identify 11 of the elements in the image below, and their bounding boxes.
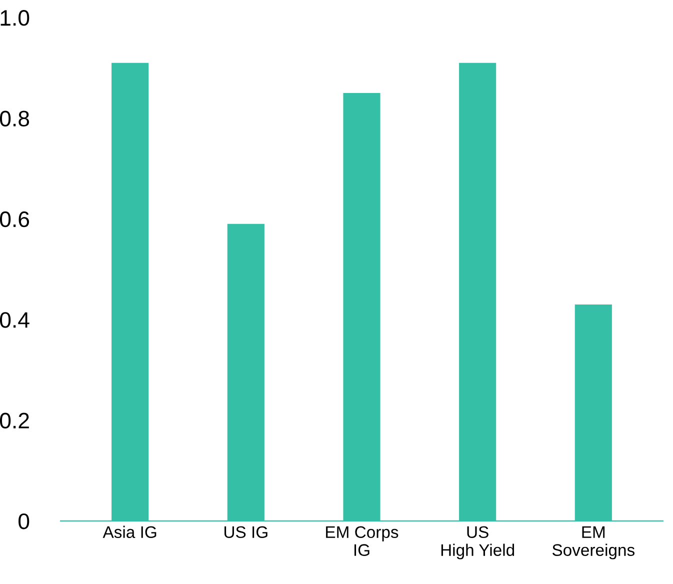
x-tick-label: EM Sovereigns: [552, 526, 634, 560]
x-tick-label: EM Corps IG: [326, 526, 398, 556]
y-tick-label: 0.8: [0, 110, 30, 126]
x-tick-label: US High Yield: [441, 526, 514, 560]
x-tick-label: Asia IG: [102, 526, 156, 538]
y-tick-label: 0.4: [0, 312, 30, 328]
y-tick-label: 0.6: [0, 211, 30, 228]
y-tick-label: 0.2: [0, 412, 29, 429]
y-tick-label: 1.0: [0, 10, 30, 26]
x-tick-label: US IG: [224, 526, 268, 538]
y-tick-label: 0: [18, 513, 30, 530]
